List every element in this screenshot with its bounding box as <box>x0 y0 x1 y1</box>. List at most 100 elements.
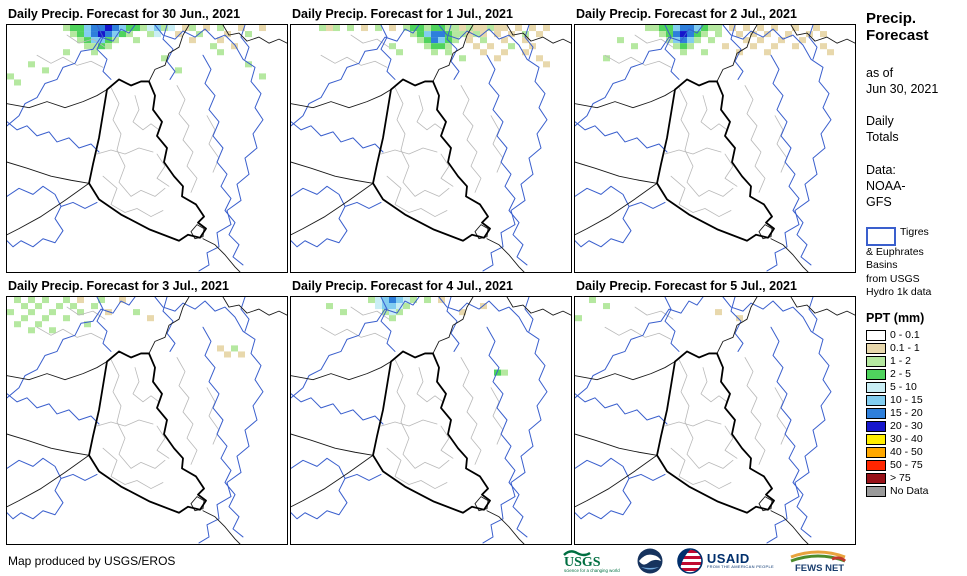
panel-title: Daily Precip. Forecast for 1 Jul., 2021 <box>292 7 513 21</box>
forecast-panel-6: Daily Precip. Forecast for 5 Jul., 2021 <box>574 273 858 545</box>
legend-row: 2 - 5 <box>866 368 965 381</box>
logo-strip: USGS science for a changing world <box>561 547 848 574</box>
basin-key-line4: from USGS <box>866 272 920 285</box>
forecast-panel-3: Daily Precip. Forecast for 2 Jul., 2021 <box>574 1 858 273</box>
usgs-wordmark: USGS <box>564 555 601 570</box>
legend-label: 15 - 20 <box>890 407 923 420</box>
legend-label: 2 - 5 <box>890 368 912 381</box>
legend-swatch <box>866 433 886 445</box>
data-source-line2: GFS <box>866 195 892 209</box>
legend-label: 1 - 2 <box>890 355 912 368</box>
usaid-text: USAID FROM THE AMERICAN PEOPLE <box>707 552 774 569</box>
legend-row: > 75 <box>866 472 965 485</box>
usgs-logo: USGS science for a changing world <box>561 548 623 574</box>
basin-key-row: Tigres <box>866 226 965 247</box>
panel-title: Daily Precip. Forecast for 5 Jul., 2021 <box>576 279 797 293</box>
legend-row: 40 - 50 <box>866 446 965 459</box>
forecast-panel-5: Daily Precip. Forecast for 4 Jul., 2021 <box>290 273 574 545</box>
panel-title: Daily Precip. Forecast for 30 Jun., 2021 <box>8 7 241 21</box>
basin-key-line5: Hydro 1k data <box>866 285 932 298</box>
legend-swatch <box>866 329 886 341</box>
map-frame <box>6 24 288 273</box>
legend-label: 5 - 10 <box>890 381 917 394</box>
legend-swatch <box>866 381 886 393</box>
legend-label: 40 - 50 <box>890 446 923 459</box>
map-frame <box>574 296 856 545</box>
legend-label: 30 - 40 <box>890 433 923 446</box>
fewsnet-logo: FEWS NET <box>788 548 848 574</box>
totals-line2: Totals <box>866 130 899 145</box>
legend-row: No Data <box>866 485 965 498</box>
sidebar-title-line1: Precip. <box>866 10 917 27</box>
data-label: Data: <box>866 162 896 177</box>
usgs-logo-icon: USGS science for a changing world <box>563 549 620 573</box>
basin-outline-swatch <box>866 227 896 247</box>
usaid-emblem-icon <box>677 547 703 574</box>
legend-swatch <box>866 485 886 497</box>
map-frame <box>290 24 572 273</box>
legend-row: 20 - 30 <box>866 420 965 433</box>
map-panels-area: Daily Precip. Forecast for 30 Jun., 2021… <box>0 1 858 576</box>
forecast-map-6 <box>575 297 855 544</box>
basin-key-line1: Tigres <box>900 226 929 239</box>
legend-swatch <box>866 407 886 419</box>
as-of-block: as of Jun 30, 2021 <box>866 65 965 98</box>
as-of-label: as of <box>866 65 894 80</box>
map-grid: Daily Precip. Forecast for 30 Jun., 2021… <box>6 1 858 545</box>
legend-row: 50 - 75 <box>866 459 965 472</box>
legend-swatch <box>866 446 886 458</box>
as-of-date: Jun 30, 2021 <box>866 81 939 96</box>
legend-row: 0.1 - 1 <box>866 342 965 355</box>
totals-line1: Daily <box>866 114 894 128</box>
legend-row: 5 - 10 <box>866 381 965 394</box>
forecast-map-5 <box>291 297 571 544</box>
legend-swatch <box>866 420 886 432</box>
legend-label: No Data <box>890 485 929 498</box>
legend-label: > 75 <box>890 472 911 485</box>
legend-swatch <box>866 459 886 471</box>
data-source-block: Data: NOAA- GFS <box>866 162 965 211</box>
forecast-map-2 <box>291 25 571 272</box>
basin-key: Tigres & Euphrates Basins from USGS Hydr… <box>866 226 965 299</box>
legend-swatch <box>866 368 886 380</box>
usaid-tagline: FROM THE AMERICAN PEOPLE <box>706 564 774 569</box>
legend-swatch <box>866 394 886 406</box>
forecast-panel-4: Daily Precip. Forecast for 3 Jul., 2021 <box>6 273 290 545</box>
map-frame <box>6 296 288 545</box>
data-source-line1: NOAA- <box>866 178 906 193</box>
sidebar-title: Precip. Forecast <box>866 10 965 45</box>
usgs-tagline: science for a changing world <box>564 568 620 573</box>
legend-swatch <box>866 355 886 367</box>
forecast-map-4 <box>7 297 287 544</box>
panel-title: Daily Precip. Forecast for 4 Jul., 2021 <box>292 279 513 293</box>
basin-key-line3: Basins <box>866 259 898 272</box>
panel-title: Daily Precip. Forecast for 3 Jul., 2021 <box>8 279 229 293</box>
usaid-wordmark: USAID <box>706 551 750 566</box>
legend-label: 20 - 30 <box>890 420 923 433</box>
usaid-logo: USAID FROM THE AMERICAN PEOPLE <box>677 547 774 574</box>
legend-label: 10 - 15 <box>890 394 923 407</box>
legend-row: 0 - 0.1 <box>866 329 965 342</box>
footer: Map produced by USGS/EROS USGS science f… <box>0 545 858 576</box>
legend-swatch <box>866 342 886 354</box>
fewsnet-logo-icon: FEWS NET <box>790 550 847 574</box>
legend-row: 1 - 2 <box>866 355 965 368</box>
basin-key-line2: & Euphrates <box>866 246 924 259</box>
map-frame <box>290 296 572 545</box>
legend-row: 15 - 20 <box>866 407 965 420</box>
legend-row: 10 - 15 <box>866 394 965 407</box>
legend-label: 50 - 75 <box>890 459 923 472</box>
panel-title: Daily Precip. Forecast for 2 Jul., 2021 <box>576 7 797 21</box>
totals-block: Daily Totals <box>866 113 965 146</box>
forecast-panel-2: Daily Precip. Forecast for 1 Jul., 2021 <box>290 1 574 273</box>
legend-swatch <box>866 472 886 484</box>
sidebar: Precip. Forecast as of Jun 30, 2021 Dail… <box>858 0 967 576</box>
legend-label: 0 - 0.1 <box>890 329 920 342</box>
legend-title: PPT (mm) <box>866 310 925 325</box>
noaa-logo <box>637 548 663 574</box>
fewsnet-wordmark: FEWS NET <box>795 563 844 574</box>
forecast-map-3 <box>575 25 855 272</box>
noaa-emblem-icon <box>637 548 663 573</box>
map-credit: Map produced by USGS/EROS <box>8 553 176 568</box>
